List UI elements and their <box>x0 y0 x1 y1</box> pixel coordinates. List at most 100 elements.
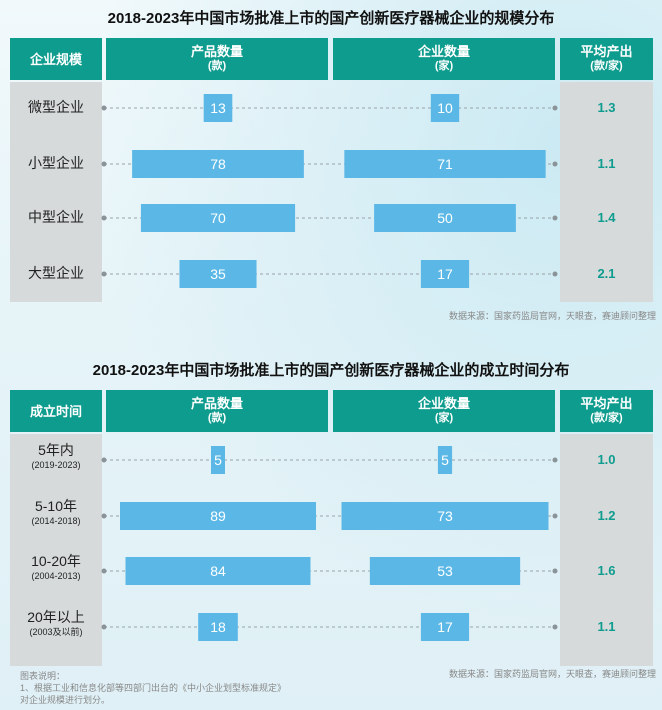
enterprises-bar <box>437 446 453 474</box>
row-guide-dot <box>101 624 107 630</box>
products-bar <box>211 446 225 474</box>
row-guide-dot <box>552 513 558 519</box>
header-products-unit: (款) <box>207 412 227 424</box>
row-guide-dot <box>552 271 558 277</box>
products-value-label: 78 <box>210 156 226 172</box>
header-products: 产品数量 (款) <box>106 390 328 432</box>
products-bar <box>179 260 257 288</box>
category-label: 微型企业 <box>28 99 84 115</box>
row-guide-dot <box>552 568 558 574</box>
header-enterprises: 企业数量 (家) <box>333 390 555 432</box>
row-guide-dot <box>552 161 558 167</box>
enterprises-value-label: 50 <box>437 210 453 226</box>
notes-line2: 对企业规模进行划分。 <box>20 695 111 705</box>
category-label-text: 20年以上 <box>27 609 85 625</box>
category-label-text: 5年内 <box>38 442 74 458</box>
header-enterprises: 企业数量 (家) <box>333 38 555 80</box>
header-average-unit: (款/家) <box>590 60 623 72</box>
products-value-label: 13 <box>210 100 226 116</box>
products-value-label: 84 <box>210 563 226 579</box>
row-guide-dot <box>101 161 107 167</box>
average-column-bg <box>560 434 653 666</box>
products-bar <box>120 502 316 530</box>
chart-enterprise-scale: 2018-2023年中国市场批准上市的国产创新医疗器械企业的规模分布 企业规模 … <box>0 0 662 330</box>
plot-area: 13 10 78 71 70 50 35 17 <box>101 94 558 288</box>
enterprises-bar <box>420 260 470 288</box>
category-label: 5-10年 (2014-2018) <box>10 499 102 527</box>
header-products-label: 产品数量 <box>190 396 243 411</box>
header-enterprises-unit: (家) <box>434 412 454 424</box>
data-source: 数据来源：国家药监局官网，天眼查，赛迪顾问整理 <box>448 669 656 679</box>
header-enterprises-label: 企业数量 <box>417 44 470 59</box>
average-value-label: 1.6 <box>597 563 616 578</box>
chart-title: 2018-2023年中国市场批准上市的国产创新医疗器械企业的成立时间分布 <box>92 362 570 379</box>
header-products-label: 产品数量 <box>190 44 243 59</box>
category-column-bg <box>10 82 102 302</box>
row-guide-dot <box>101 105 107 111</box>
enterprises-bar <box>420 613 470 641</box>
products-value-label: 18 <box>210 619 226 635</box>
category-years: (2019-2023) <box>31 460 81 470</box>
header-products: 产品数量 (款) <box>106 38 328 80</box>
products-bar <box>125 557 311 585</box>
row-guide-dot <box>552 624 558 630</box>
average-value-label: 2.1 <box>597 266 616 281</box>
products-value-label: 89 <box>210 508 226 524</box>
category-label-text: 10-20年 <box>31 553 81 569</box>
enterprises-value-label: 73 <box>437 508 453 524</box>
row-guide-dot <box>101 215 107 221</box>
header-products-unit: (款) <box>207 60 227 72</box>
category-label: 20年以上 (2003及以前) <box>10 610 102 638</box>
header-average: 平均产出 (款/家) <box>560 38 653 80</box>
row-guide-dot <box>552 457 558 463</box>
header-enterprises-unit: (家) <box>434 60 454 72</box>
header-category-label: 企业规模 <box>29 51 82 67</box>
category-column-bg <box>10 434 102 666</box>
row-guide-dot <box>101 271 107 277</box>
category-label: 5年内 (2019-2023) <box>10 443 102 471</box>
enterprises-value-label: 10 <box>437 100 453 116</box>
products-bar <box>198 613 238 641</box>
category-label: 大型企业 <box>28 265 84 281</box>
header-category-label: 成立时间 <box>29 403 82 419</box>
average-value-label: 1.2 <box>597 508 616 523</box>
chart-title: 2018-2023年中国市场批准上市的国产创新医疗器械企业的规模分布 <box>107 10 555 27</box>
products-bar <box>140 204 296 232</box>
header-average-label: 平均产出 <box>580 396 633 411</box>
average-value-label: 1.1 <box>597 156 616 171</box>
enterprises-value-label: 17 <box>437 266 453 282</box>
notes-line1: 1、根据工业和信息化部等四部门出台的《中小企业划型标准规定》 <box>20 683 287 693</box>
row-guide-dot <box>101 457 107 463</box>
enterprises-bar <box>341 502 549 530</box>
notes-title: 图表说明： <box>20 671 66 681</box>
products-bar <box>203 94 233 122</box>
header-average-unit: (款/家) <box>590 412 623 424</box>
average-value-label: 1.0 <box>597 452 616 467</box>
row-guide-dot <box>552 105 558 111</box>
products-value-label: 70 <box>210 210 226 226</box>
chart-establishment-time: 2018-2023年中国市场批准上市的国产创新医疗器械企业的成立时间分布 成立时… <box>0 352 662 679</box>
products-bar <box>132 150 304 178</box>
enterprises-bar <box>369 557 521 585</box>
category-years: (2004-2013) <box>31 571 81 581</box>
enterprises-value-label: 71 <box>437 156 453 172</box>
enterprises-bar <box>344 150 546 178</box>
header-average: 平均产出 (款/家) <box>560 390 653 432</box>
category-label: 小型企业 <box>28 155 84 171</box>
products-value-label: 5 <box>214 452 222 468</box>
enterprises-bar <box>374 204 516 232</box>
row-guide-dot <box>552 215 558 221</box>
enterprises-value-label: 5 <box>441 452 449 468</box>
enterprises-value-label: 17 <box>437 619 453 635</box>
average-value-label: 1.3 <box>597 100 616 115</box>
enterprises-value-label: 53 <box>437 563 453 579</box>
category-years: (2014-2018) <box>31 516 81 526</box>
enterprises-bar <box>430 94 460 122</box>
average-value-label: 1.4 <box>597 210 616 225</box>
data-source: 数据来源：国家药监局官网，天眼查，赛迪顾问整理 <box>448 311 656 321</box>
products-value-label: 35 <box>210 266 226 282</box>
header-category: 成立时间 <box>10 390 102 432</box>
plot-area: 5 5 89 73 84 53 18 17 <box>101 446 558 641</box>
category-label-text: 5-10年 <box>34 498 78 514</box>
category-label: 中型企业 <box>28 209 84 225</box>
